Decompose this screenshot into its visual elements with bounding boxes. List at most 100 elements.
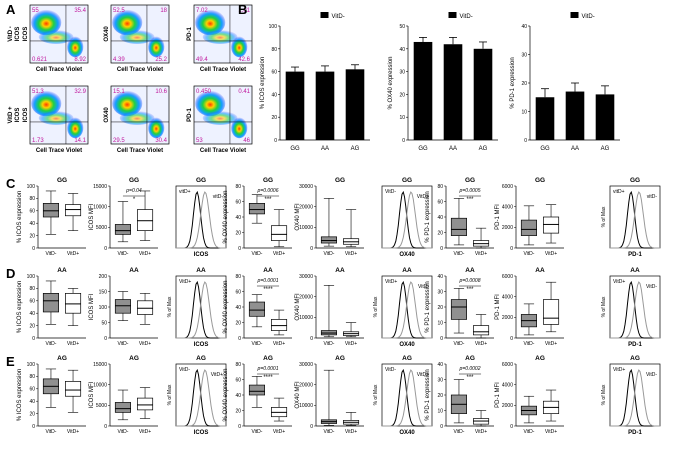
bar-y-tick-label: 10 [399,115,405,121]
histogram-curve-secondary [610,281,660,339]
histogram-genotype-title: AA [196,267,206,274]
histogram-genotype-title: AA [402,267,412,274]
box-y-tick-label: 15000 [93,184,107,190]
histogram-legend-2: vitD- [213,194,224,200]
box-y-tick-label: 100 [27,184,36,190]
box-group-label: VitD+ [273,429,285,435]
box-y-tick-label: 0 [104,424,107,430]
bar-category-label: GG [418,146,428,152]
box-group-label: VitD+ [139,251,151,257]
flow-quadrant-percent: 7.02 [196,8,208,14]
box-y-tick-label: 40 [235,215,241,221]
bar-y-tick-label: 30 [399,70,405,76]
box-y-axis-label: % OX40 expression [223,190,229,243]
box-y-tick-label: 60 [29,299,35,305]
histogram-chart: VitD- VitD+ OX40 AG % of Max [373,355,433,436]
flow-row-label: VitD - [8,26,14,42]
box-y-tick-label: 0 [310,246,313,252]
bar-y-tick-label: 100 [269,24,278,30]
flow-density-mid [38,110,74,125]
flow-plot-6: 0.450 0.41 53 46 Cell Trace Violet PD-1 [187,85,253,154]
histogram-chart: vitD+ vitD- ICOS GG [175,177,227,258]
box-iqr-vitd-minus [114,402,131,413]
histogram-legend-2: VitD- [418,284,429,290]
box-y-tick-label: 10000 [299,315,313,321]
bar-y-tick-label: 50 [399,24,405,30]
bar-y-tick-label: 20 [521,81,527,87]
box-y-tick-label: 20 [29,233,35,239]
box-y-tick-label: 0 [310,424,313,430]
box-p-value: p=0.0001 [257,278,279,284]
histogram-genotype-title: AG [402,355,412,362]
bar-y-tick-label: 40 [521,24,527,30]
box-group-label: VitD- [251,429,262,435]
flow-quadrant-percent: 1.73 [32,138,44,144]
histogram-chart: VitD+ VitD- PD-1 AG % of Max [601,355,661,436]
box-genotype-title: AA [465,267,475,274]
box-genotype-title: AG [335,355,345,362]
box-chart: 0 10000 20000 30000 VitD- VitD+ GG OX40 MFI [295,177,364,257]
box-y-tick-label: 30 [437,289,443,295]
bar-ag [345,69,365,140]
histogram-y-label: % of Max [167,296,173,317]
bar-category-label: AG [351,146,360,152]
flow-quadrant-percent: 15.1 [113,89,125,95]
box-y-tick-label: 100 [27,274,36,280]
flow-quadrant-percent: 0.41 [238,89,250,95]
flow-density-right [231,36,248,58]
box-group-label: VitD+ [545,429,557,435]
flow-density-upper [195,9,226,36]
box-y-axis-label: % PD-1 expression [425,369,431,420]
box-genotype-title: AG [57,355,67,362]
box-y-tick-label: 20 [437,230,443,236]
flow-quadrant-percent: 30.4 [155,138,167,144]
box-y-tick-label: 200 [99,274,108,280]
panel-a-flow-plots: 55 35.4 0.621 8.92 Cell Trace Violet ICOS 52.5… [8,4,253,154]
histogram-legend-1: VitD- [385,189,396,195]
flow-quadrant-percent: 1.01 [238,8,250,14]
box-genotype-title: AA [263,267,273,274]
box-p-value: p=0.04 [125,188,142,194]
box-significance-stars: *** [466,197,474,203]
box-y-tick-label: 30000 [299,362,313,368]
box-genotype-title: GG [263,177,273,184]
histogram-legend-2: VitD+ [211,372,223,378]
box-genotype-title: AA [129,267,139,274]
bar-y-axis-label: % OX40 expression [388,56,394,109]
flow-density-right [148,36,165,58]
box-y-tick-label: 2000 [502,315,513,321]
flow-quadrant-percent: 0.621 [32,57,48,63]
box-group-label: VitD- [117,341,128,347]
bar-y-tick-label: 0 [524,138,527,144]
box-y-axis-label: % OX40 expression [223,280,229,333]
box-y-tick-label: 6000 [502,184,513,190]
flow-quadrant-percent: 29.5 [113,138,125,144]
box-y-tick-label: 60 [235,377,241,383]
flow-x-axis-label: Cell Trace Violet [36,67,82,73]
flow-y-axis-label: PD-1 [187,108,193,122]
histogram-legend-1: VitD+ [613,367,625,373]
box-chart: 0 5000 10000 15000 VitD- VitD+ GG p=0.04 * ICOS M… [89,177,158,257]
box-iqr-vitd-minus [520,219,537,236]
flow-quadrant-percent: 52.5 [113,8,125,14]
box-y-tick-label: 20 [235,408,241,414]
box-group-label: VitD- [523,251,534,257]
box-y-tick-label: 10000 [299,403,313,409]
flow-row-label: VitD + [8,106,14,124]
panel-label-c: C [6,176,16,191]
flow-density-right [231,117,248,139]
box-y-axis-label: ICOS MFI [89,203,95,230]
box-iqr-vitd-minus [114,224,131,235]
box-y-tick-label: 30000 [299,184,313,190]
histogram-x-label: ICOS [194,342,209,348]
histogram-y-label: % of Max [601,296,607,317]
bar-category-label: AG [479,146,488,152]
box-iqr-vitd-plus [473,325,490,336]
box-iqr-vitd-minus [450,299,467,320]
box-chart: 0 10 20 30 40 VitD- VitD+ AG p=0.0002 *** % PD-1 e… [425,355,494,435]
box-genotype-title: AA [535,267,545,274]
bar-y-tick-label: 80 [271,47,277,53]
histogram-curve-secondary [382,281,432,339]
flow-plot-1: 55 35.4 0.621 8.92 Cell Trace Violet ICOS [23,4,89,73]
flow-density-upper [112,9,143,36]
